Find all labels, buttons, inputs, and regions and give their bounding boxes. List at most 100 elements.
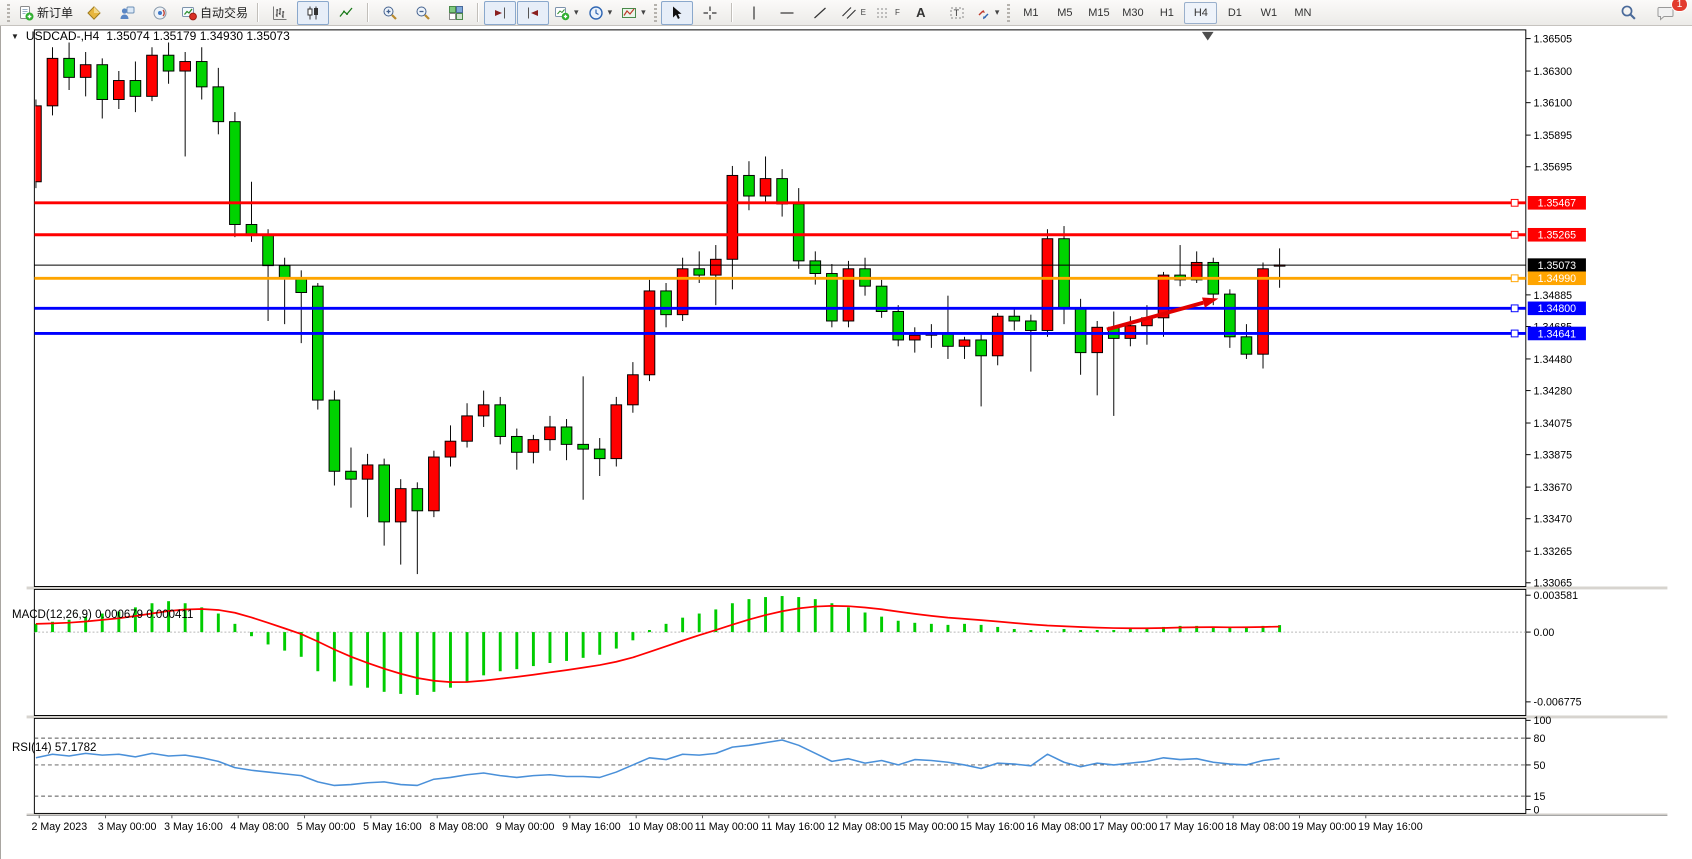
- time-axis-label: 19 May 16:00: [1358, 821, 1423, 833]
- timeframe-m5[interactable]: M5: [1057, 6, 1073, 19]
- fibonacci-tool-button[interactable]: F: [871, 1, 904, 25]
- pane-splitter[interactable]: [26, 813, 1668, 816]
- toolbar-separator: [367, 3, 370, 22]
- time-axis-label: 19 May 00:00: [1292, 821, 1357, 833]
- timeframe-h4[interactable]: H4: [1184, 1, 1218, 24]
- tile-windows-button[interactable]: [440, 1, 472, 25]
- collapse-arrow-icon[interactable]: ▼: [11, 31, 19, 41]
- timeframe-m1[interactable]: M1: [1023, 6, 1039, 19]
- rsi-axis-tick: 100: [1534, 715, 1552, 727]
- timeframe-mn[interactable]: MN: [1294, 6, 1312, 19]
- price-badge: [1527, 227, 1586, 242]
- arrows-tool-button[interactable]: ▾: [971, 1, 1004, 25]
- dropdown-caret-icon: ▾: [994, 7, 1000, 17]
- pane-splitter[interactable]: [26, 715, 1668, 719]
- toolbar-grip: [1007, 3, 1011, 22]
- hline-handle[interactable]: [1510, 274, 1519, 283]
- horizontal-line-tool-button[interactable]: [771, 1, 803, 25]
- rsi-line: [35, 739, 1280, 787]
- time-axis-label: 15 May 16:00: [960, 821, 1025, 833]
- time-axis-label: 9 May 00:00: [496, 821, 555, 833]
- pane-frame: [33, 588, 1527, 716]
- price-axis-tick: 1.33670: [1534, 482, 1573, 494]
- zoom-out-button[interactable]: [407, 1, 439, 25]
- line-chart-icon: [339, 7, 353, 17]
- timeframe-m30[interactable]: M30: [1122, 6, 1144, 19]
- line-chart-button[interactable]: [330, 1, 362, 25]
- timeframe-m15[interactable]: M15: [1088, 6, 1110, 19]
- new-order-button[interactable]: 新订单: [14, 1, 77, 25]
- signals-button[interactable]: [144, 1, 176, 25]
- text-tool-button[interactable]: A: [905, 1, 937, 25]
- new-chart-button[interactable]: ▾: [550, 1, 583, 25]
- auto-trading-button[interactable]: 自动交易: [177, 1, 252, 25]
- new-chart-icon: [555, 6, 570, 20]
- period-button[interactable]: ▾: [584, 1, 617, 25]
- macd-axis-tick: 0.003581: [1534, 590, 1579, 602]
- bar-chart-button[interactable]: [264, 1, 296, 25]
- hline-handle[interactable]: [1510, 230, 1519, 239]
- price-axis-tick: 1.36100: [1534, 98, 1573, 110]
- vertical-line-tool-button[interactable]: [738, 1, 770, 25]
- price-axis-tick: 1.34075: [1534, 418, 1573, 430]
- hline-handle[interactable]: [1510, 198, 1519, 207]
- notifications-button[interactable]: 1: [1650, 0, 1688, 25]
- channel-tool-button[interactable]: E: [837, 1, 870, 25]
- strategy-tester-button[interactable]: [111, 1, 143, 25]
- time-axis-label: 10 May 08:00: [628, 821, 693, 833]
- text-label-tool-button[interactable]: T: [938, 1, 970, 25]
- macd-signal-line: [35, 605, 1280, 684]
- rsi-axis-tick: 15: [1534, 791, 1546, 803]
- rsi-axis-tick: 50: [1534, 760, 1546, 772]
- time-axis[interactable]: 2 May 2023 3 May 00:00 3 May 16:00 4 May 08…: [26, 814, 1668, 833]
- candlestick-chart-icon: [307, 6, 319, 19]
- time-axis-label: 2 May 2023: [31, 821, 87, 833]
- timeframe-w1[interactable]: W1: [1260, 6, 1278, 19]
- timeframe-group: M1 M5 M15 M30 H1 H4 D1 W1 MN: [1014, 1, 1319, 24]
- market-watch-button[interactable]: [78, 1, 110, 25]
- price-badge: [1527, 301, 1586, 316]
- zoom-in-button[interactable]: [374, 1, 406, 25]
- price-chart-canvas[interactable]: 1.36505 1.36300 1.36100 1.35895 1.35695 1.348…: [1, 26, 1692, 859]
- dropdown-caret-icon: ▾: [607, 7, 613, 17]
- crosshair-tool-button[interactable]: [694, 1, 726, 25]
- crosshair-icon: [703, 6, 717, 19]
- price-badge: [1527, 196, 1586, 210]
- price-badge-label: 1.35073: [1538, 260, 1577, 272]
- price-axis-tick: 1.33470: [1534, 514, 1573, 526]
- candlestick-series[interactable]: [31, 42, 1286, 575]
- hline-handle[interactable]: [1510, 304, 1519, 313]
- arrows-icon: [978, 9, 989, 19]
- price-axis-tick: 1.36505: [1534, 33, 1573, 45]
- rsi-indicator-label: RSI(14) 57.1782: [12, 742, 96, 754]
- chart-shift-marker[interactable]: [1201, 31, 1214, 41]
- auto-scroll-button[interactable]: [484, 0, 517, 25]
- channel-letter: E: [860, 8, 866, 17]
- cursor-tool-button[interactable]: [660, 0, 693, 25]
- horizontal-line-objects[interactable]: 1.36505 1.36300 1.36100 1.35895 1.35695 1.348…: [34, 33, 1586, 590]
- dropdown-caret-icon: ▾: [574, 7, 579, 17]
- time-axis-label: 17 May 00:00: [1093, 821, 1158, 833]
- macd-values: 0.000679 0.000411: [95, 609, 194, 621]
- search-button[interactable]: [1612, 1, 1644, 25]
- macd-axis-tick: 0.00: [1534, 627, 1555, 639]
- candlestick-chart-button[interactable]: [297, 0, 330, 25]
- fibonacci-icon: [876, 8, 889, 17]
- macd-indicator-label: MACD(12,26,9) 0.000679 0.000411: [12, 609, 193, 621]
- chart-shift-button[interactable]: [517, 0, 550, 25]
- macd-pane: 0.003581 0.00 -0.006775: [34, 590, 1582, 709]
- chart-symbol-period: USDCAD-,H4: [25, 29, 100, 43]
- price-badge: [1527, 258, 1586, 272]
- price-badge-label: 1.34990: [1538, 273, 1577, 285]
- template-icon: [622, 7, 637, 18]
- pane-splitter[interactable]: [26, 586, 1668, 590]
- trendline-tool-button[interactable]: [804, 1, 836, 25]
- timeframe-h1[interactable]: H1: [1159, 6, 1174, 19]
- rsi-axis-tick: 0: [1534, 804, 1540, 816]
- text-tool-icon: A: [916, 5, 926, 20]
- timeframe-d1[interactable]: D1: [1227, 6, 1242, 19]
- templates-button[interactable]: ▾: [617, 1, 650, 25]
- trend-arrow-annotation[interactable]: [1106, 297, 1219, 332]
- price-axis-tick: 1.35895: [1534, 130, 1573, 142]
- hline-handle[interactable]: [1510, 329, 1519, 338]
